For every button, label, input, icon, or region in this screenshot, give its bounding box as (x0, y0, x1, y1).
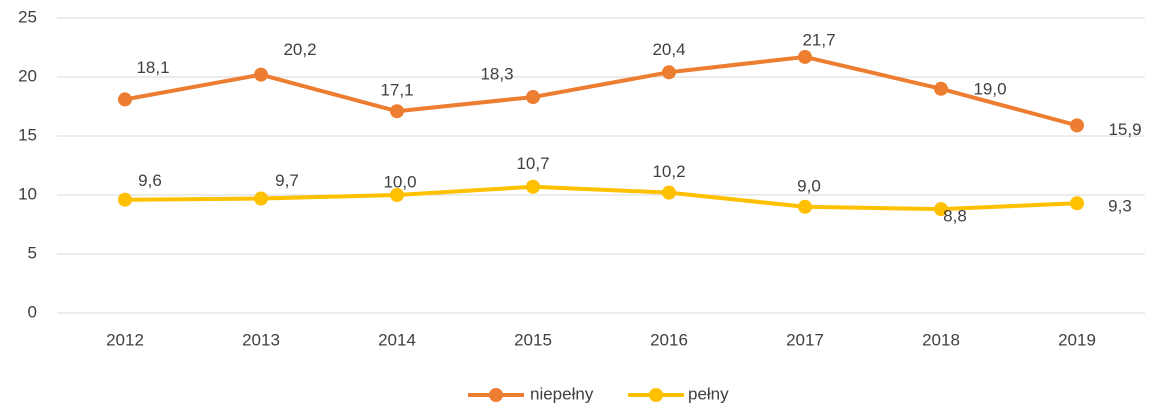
data-label: 18,1 (136, 58, 169, 77)
legend-marker (489, 388, 503, 402)
x-tick-label: 2017 (786, 330, 824, 349)
point (390, 104, 404, 119)
data-label: 10,7 (516, 154, 549, 173)
y-tick-label: 10 (18, 184, 37, 203)
data-label: 19,0 (973, 79, 1006, 98)
data-label: 9,6 (138, 171, 162, 190)
y-tick-label: 0 (28, 302, 37, 321)
point (254, 67, 268, 82)
point (526, 179, 540, 194)
point (118, 192, 132, 207)
point (934, 81, 948, 96)
data-label: 10,0 (383, 172, 416, 191)
data-label: 8,8 (943, 207, 967, 226)
point (390, 188, 404, 202)
point (798, 49, 812, 64)
y-tick-label: 5 (28, 243, 37, 262)
x-tick-label: 2018 (922, 330, 960, 349)
data-label: 10,2 (652, 162, 685, 181)
data-label: 9,3 (1108, 197, 1132, 216)
x-tick-label: 2012 (106, 330, 144, 349)
point (526, 90, 540, 105)
legend-label: pełny (688, 384, 729, 403)
x-tick-label: 2013 (242, 330, 280, 349)
x-tick-label: 2016 (650, 330, 688, 349)
y-tick-label: 20 (18, 66, 37, 85)
data-label: 18,3 (480, 65, 513, 84)
y-tick-label: 15 (18, 125, 37, 144)
point (254, 191, 268, 206)
y-tick-label: 25 (18, 7, 37, 26)
point (118, 92, 132, 107)
x-tick-label: 2014 (378, 330, 416, 349)
data-label: 21,7 (802, 30, 835, 49)
line (124, 54, 1078, 128)
legend-label: niepełny (530, 384, 594, 403)
data-label: 20,2 (283, 40, 316, 59)
legend-marker (649, 388, 663, 402)
data-label: 9,7 (275, 171, 299, 190)
point (662, 185, 676, 200)
x-tick-label: 2019 (1058, 330, 1096, 349)
data-label: 17,1 (380, 81, 413, 100)
point (934, 202, 948, 217)
point (798, 199, 812, 214)
data-label: 15,9 (1108, 120, 1141, 139)
point (1070, 196, 1084, 211)
line (124, 184, 1078, 212)
data-label: 20,4 (652, 40, 685, 59)
point (662, 65, 676, 80)
data-label: 9,0 (797, 176, 821, 195)
x-tick-label: 2015 (514, 330, 552, 349)
point (1070, 118, 1084, 133)
